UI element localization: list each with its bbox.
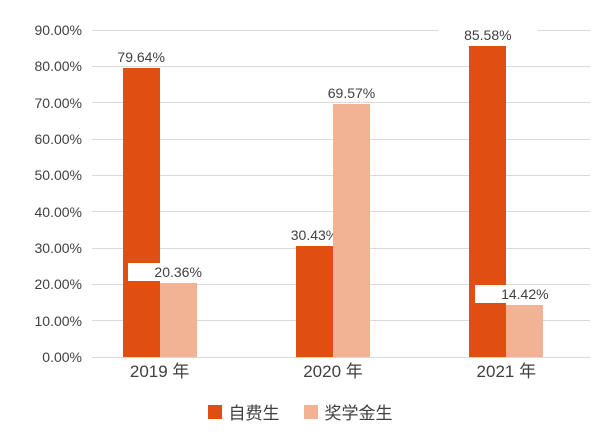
- gridline: [92, 29, 590, 31]
- x-axis-category-label: 2019 年: [129, 362, 190, 381]
- bar-series2-group3: [506, 304, 544, 357]
- data-label-series1-group3: 85.58%: [437, 26, 538, 45]
- y-axis-tick-label: 70.00%: [34, 94, 82, 111]
- bar-series1-group3: [469, 46, 507, 357]
- bar-series2-group2: [333, 104, 370, 357]
- legend: 自费生 奖学金生: [0, 399, 600, 424]
- y-axis-tick-label: 0.00%: [42, 349, 82, 365]
- bar-series2-group1: [159, 283, 197, 357]
- data-label-series2-group1: 20.36%: [128, 263, 229, 282]
- data-label-series2-group2: 69.57%: [301, 84, 402, 103]
- x-axis-category-label: 2021 年: [476, 362, 537, 381]
- gridline: [92, 65, 590, 67]
- legend-label: 自费生: [228, 404, 280, 423]
- legend-item-series2: 奖学金生: [303, 399, 393, 424]
- legend-item-series1: 自费生: [207, 399, 280, 424]
- data-label-series1-group1: 79.64%: [91, 47, 192, 66]
- y-axis-tick-label: 80.00%: [34, 58, 82, 75]
- bar-series1-group1: [122, 67, 160, 357]
- y-axis-tick-label: 50.00%: [34, 167, 82, 184]
- y-axis-tick-label: 60.00%: [34, 131, 82, 147]
- legend-label: 奖学金生: [324, 404, 393, 423]
- legend-swatch-icon: [207, 404, 222, 419]
- x-axis-category-label: 2020 年: [303, 362, 363, 381]
- gridline: [92, 356, 590, 358]
- gridline: [92, 102, 590, 104]
- y-axis-tick-label: 10.00%: [34, 312, 82, 329]
- y-axis-tick-label: 40.00%: [34, 203, 82, 220]
- y-axis-tick-label: 90.00%: [34, 22, 82, 38]
- y-axis-tick-label: 30.00%: [34, 240, 82, 256]
- data-label-series2-group3: 14.42%: [474, 284, 575, 303]
- bar-series1-group2: [296, 246, 333, 357]
- legend-swatch-icon: [303, 404, 318, 419]
- y-axis-tick-label: 20.00%: [34, 276, 82, 293]
